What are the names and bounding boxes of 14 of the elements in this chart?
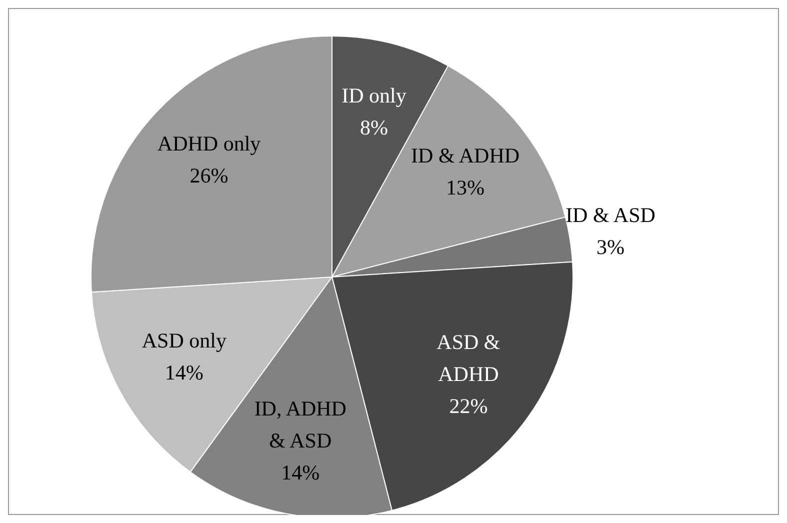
slice-label: ID & ADHD (411, 143, 520, 168)
slice-label: ID & ASD (566, 202, 656, 227)
slice-label: ID, ADHD & ASD (254, 396, 346, 453)
slice-label: ADHD only (157, 131, 262, 156)
data-label: 26% (190, 163, 228, 188)
slice-label: ASD & ADHD (436, 330, 500, 386)
data-label: 14% (164, 360, 204, 384)
data-label: 3% (596, 234, 624, 259)
data-label: 22% (449, 394, 488, 418)
data-label: 14% (281, 460, 320, 485)
data-label: 13% (446, 175, 485, 200)
data-label: 8% (360, 115, 388, 140)
slice-label: ASD only (142, 328, 227, 352)
slice-label: ID only (342, 83, 407, 108)
